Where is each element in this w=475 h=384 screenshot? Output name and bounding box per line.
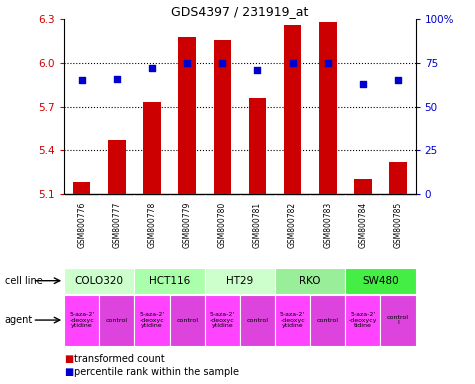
Text: GSM800777: GSM800777: [113, 202, 121, 248]
Point: [289, 60, 296, 66]
Bar: [345, 268, 416, 294]
Point: [148, 65, 156, 71]
Text: ■: ■: [64, 367, 73, 377]
Text: control: control: [106, 318, 128, 323]
Text: HT29: HT29: [226, 276, 254, 286]
Text: agent: agent: [5, 315, 33, 325]
Text: GSM800781: GSM800781: [253, 202, 262, 248]
Point: [359, 81, 367, 87]
Title: GDS4397 / 231919_at: GDS4397 / 231919_at: [171, 5, 309, 18]
Text: GSM800779: GSM800779: [183, 202, 191, 248]
Bar: [205, 268, 275, 294]
Text: cell line: cell line: [5, 276, 42, 286]
Bar: [319, 22, 336, 194]
Bar: [108, 140, 125, 194]
Bar: [64, 295, 99, 346]
Bar: [134, 268, 205, 294]
Point: [324, 60, 332, 66]
Text: percentile rank within the sample: percentile rank within the sample: [74, 367, 238, 377]
Text: GSM800784: GSM800784: [359, 202, 367, 248]
Point: [78, 77, 86, 83]
Bar: [275, 268, 345, 294]
Text: 5-aza-2'
-deoxyc
ytidine: 5-aza-2' -deoxyc ytidine: [69, 312, 95, 328]
Bar: [143, 102, 161, 194]
Text: GSM800782: GSM800782: [288, 202, 297, 248]
Point: [394, 77, 402, 83]
Text: 5-aza-2'
-deoxyc
ytidine: 5-aza-2' -deoxyc ytidine: [209, 312, 235, 328]
Bar: [205, 295, 240, 346]
Text: GSM800785: GSM800785: [394, 202, 402, 248]
Bar: [390, 162, 407, 194]
Point: [218, 60, 226, 66]
Bar: [249, 98, 266, 194]
Bar: [284, 25, 301, 194]
Point: [254, 67, 261, 73]
Bar: [64, 268, 134, 294]
Text: transformed count: transformed count: [74, 354, 164, 364]
Bar: [73, 182, 91, 194]
Text: ■: ■: [64, 354, 73, 364]
Point: [113, 76, 121, 82]
Text: 5-aza-2'
-deoxyc
ytidine: 5-aza-2' -deoxyc ytidine: [139, 312, 165, 328]
Bar: [213, 40, 231, 194]
Bar: [170, 295, 205, 346]
Text: GSM800780: GSM800780: [218, 202, 227, 248]
Text: SW480: SW480: [362, 276, 399, 286]
Text: control: control: [176, 318, 198, 323]
Text: RKO: RKO: [299, 276, 321, 286]
Text: HCT116: HCT116: [149, 276, 190, 286]
Bar: [345, 295, 380, 346]
Text: GSM800783: GSM800783: [323, 202, 332, 248]
Bar: [275, 295, 310, 346]
Text: control
l: control l: [387, 315, 409, 325]
Text: COLO320: COLO320: [75, 276, 124, 286]
Bar: [310, 295, 345, 346]
Text: control: control: [247, 318, 268, 323]
Bar: [179, 37, 196, 194]
Text: GSM800776: GSM800776: [77, 202, 86, 248]
Bar: [380, 295, 416, 346]
Bar: [99, 295, 134, 346]
Bar: [354, 179, 371, 194]
Text: control: control: [317, 318, 339, 323]
Text: GSM800778: GSM800778: [148, 202, 156, 248]
Point: [183, 60, 191, 66]
Text: 5-aza-2'
-deoxycy
tidine: 5-aza-2' -deoxycy tidine: [349, 312, 377, 328]
Text: 5-aza-2'
-deoxyc
ytidine: 5-aza-2' -deoxyc ytidine: [280, 312, 305, 328]
Bar: [240, 295, 275, 346]
Bar: [134, 295, 170, 346]
